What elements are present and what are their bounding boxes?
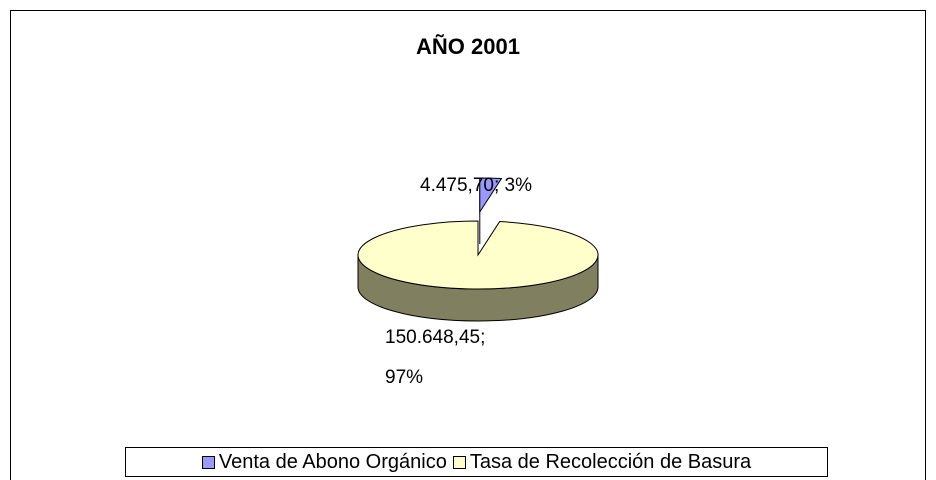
legend-swatch xyxy=(201,455,215,469)
data-label: 4.475,70; 3% xyxy=(420,175,532,196)
slice-top xyxy=(357,220,599,290)
legend-item: Venta de Abono Orgánico xyxy=(201,450,447,474)
legend-label: Venta de Abono Orgánico xyxy=(218,450,447,473)
pie-slice xyxy=(479,177,503,244)
legend: Venta de Abono Orgánico Tasa de Recolecci… xyxy=(125,447,828,477)
legend-swatch xyxy=(452,455,466,469)
pie-slice xyxy=(357,220,599,322)
data-label: 150.648,45; 97% xyxy=(385,327,486,388)
legend-item: Tasa de Recolección de Basura xyxy=(452,450,752,474)
slice-top xyxy=(479,177,503,214)
legend-label: Tasa de Recolección de Basura xyxy=(469,450,752,473)
chart-title: AÑO 2001 xyxy=(416,34,520,59)
